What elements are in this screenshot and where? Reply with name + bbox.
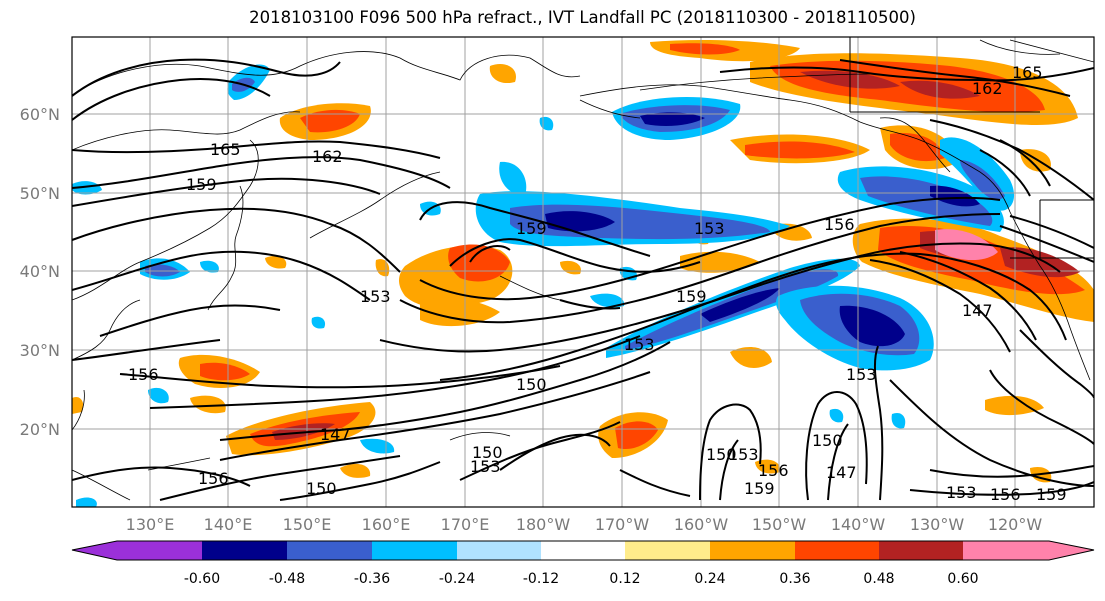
contour-label: 156 bbox=[128, 365, 159, 384]
lon-label: 150°E bbox=[282, 515, 332, 534]
contour-label: 153 bbox=[470, 457, 501, 476]
contour-label: 159 bbox=[516, 219, 547, 238]
lon-label: 170°W bbox=[594, 515, 650, 534]
lon-label: 120°W bbox=[987, 515, 1043, 534]
gridlines bbox=[72, 37, 1094, 507]
contour-label: 165 bbox=[1012, 63, 1043, 82]
contour-label: 153 bbox=[360, 287, 391, 306]
lat-label: 30°N bbox=[19, 341, 60, 360]
contour-label: 153 bbox=[694, 219, 725, 238]
map-frame bbox=[71, 36, 1095, 508]
lon-label: 160°E bbox=[361, 515, 411, 534]
lon-label: 150°W bbox=[751, 515, 807, 534]
lon-label: 160°W bbox=[673, 515, 729, 534]
contour-label: 165 bbox=[210, 140, 241, 159]
contour-label: 153 bbox=[624, 335, 655, 354]
contour-label: 150 bbox=[472, 443, 503, 462]
contour-label: 147 bbox=[826, 463, 857, 482]
colorbar bbox=[71, 540, 1095, 561]
lat-label: 50°N bbox=[19, 184, 60, 203]
colorbar-tick-label: -0.48 bbox=[268, 571, 306, 587]
colorbar-tick-label: 0.36 bbox=[779, 571, 811, 587]
colorbar-tick-label: 0.48 bbox=[863, 571, 895, 587]
contour-label: 156 bbox=[990, 485, 1021, 504]
lon-label: 130°E bbox=[125, 515, 175, 534]
boundaries bbox=[849, 37, 1094, 259]
contour-label: 156 bbox=[824, 215, 855, 234]
contour-label: 153 bbox=[728, 445, 759, 464]
contour-label: 162 bbox=[972, 79, 1003, 98]
lon-label: 130°W bbox=[909, 515, 965, 534]
lat-label: 60°N bbox=[19, 105, 60, 124]
contour-label: 150 bbox=[516, 375, 547, 394]
contour-label: 156 bbox=[198, 469, 229, 488]
colorbar-extend-low bbox=[72, 541, 117, 560]
contour-label: 150 bbox=[306, 479, 337, 498]
contour-labels: 165 162 159 159 153 153 156 159 153 150 … bbox=[128, 63, 1067, 504]
colorbar-extend-high bbox=[1049, 541, 1094, 560]
colorbar-tick-label: 0.24 bbox=[694, 571, 726, 587]
contour-label: 153 bbox=[846, 365, 877, 384]
contour-label: 150 bbox=[812, 431, 843, 450]
lon-label: 170°E bbox=[440, 515, 490, 534]
contour-label: 159 bbox=[186, 175, 217, 194]
contour-label: 153 bbox=[946, 483, 977, 502]
lat-label: 40°N bbox=[19, 262, 60, 281]
contour-label: 150 bbox=[706, 445, 737, 464]
negative-anomaly-regions bbox=[72, 64, 1015, 507]
lon-label: 180°W bbox=[515, 515, 571, 534]
contour-label: 147 bbox=[962, 301, 993, 320]
colorbar-tick-label: -0.36 bbox=[353, 571, 391, 587]
contour-label: 159 bbox=[676, 287, 707, 306]
contour-label: 156 bbox=[758, 461, 789, 480]
contour-label: 147 bbox=[320, 425, 351, 444]
contour-label: 159 bbox=[1036, 485, 1067, 504]
lon-label: 140°W bbox=[830, 515, 886, 534]
contour-lines bbox=[72, 58, 1094, 501]
colorbar-tick-label: 0.60 bbox=[947, 571, 979, 587]
colorbar-tick-label: -0.60 bbox=[183, 571, 221, 587]
colorbar-tick-label: 0.12 bbox=[609, 571, 641, 587]
colorbar-tick-label: -0.12 bbox=[522, 571, 560, 587]
contour-label: 162 bbox=[312, 147, 343, 166]
colorbar-tick-label: -0.24 bbox=[438, 571, 476, 587]
map-title: 2018103100 F096 500 hPa refract., IVT La… bbox=[249, 8, 916, 27]
coastlines bbox=[72, 39, 1094, 501]
lon-label: 140°E bbox=[203, 515, 253, 534]
lat-label: 20°N bbox=[19, 420, 60, 439]
contour-label: 159 bbox=[744, 479, 775, 498]
